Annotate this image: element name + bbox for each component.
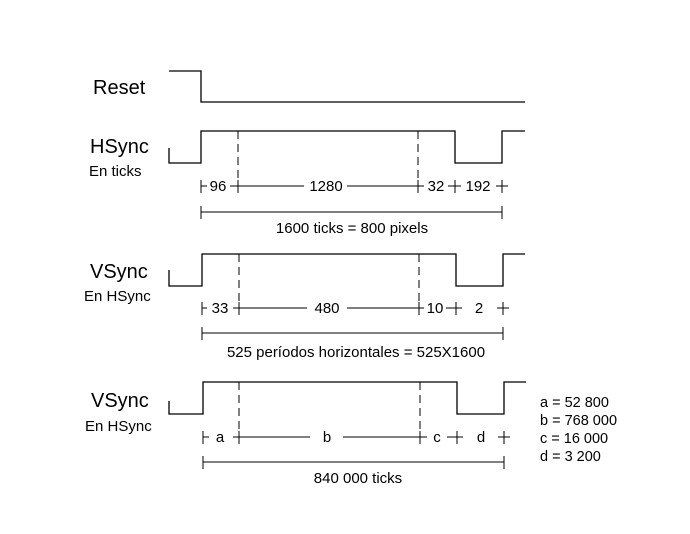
vsync2-seg-c: c <box>433 429 441 446</box>
legend-b: b = 768 000 <box>540 413 617 429</box>
reset-label: Reset <box>93 77 146 99</box>
vsync2-total: 840 000 ticks <box>314 470 402 487</box>
hsync-total: 1600 ticks = 800 pixels <box>276 220 428 237</box>
legend-c: c = 16 000 <box>540 431 608 447</box>
hsync-sublabel: En ticks <box>89 163 142 180</box>
vsync1-seg-2: 480 <box>314 300 339 317</box>
hsync-seg-3: 32 <box>428 178 445 195</box>
reset-waveform <box>169 70 525 103</box>
hsync-seg-1: 96 <box>210 178 227 195</box>
value-legend: a = 52 800 b = 768 000 c = 16 000 d = 3 … <box>540 395 617 465</box>
vsync2-sublabel: En HSync <box>85 418 152 435</box>
hsync-seg-2: 1280 <box>309 178 342 195</box>
vsync1-seg-4: 2 <box>475 300 483 317</box>
hsync-seg-4: 192 <box>465 178 490 195</box>
vsync2-seg-a: a <box>216 429 225 446</box>
vsync1-seg-1: 33 <box>212 300 229 317</box>
vsync2-segment-dims <box>202 431 510 444</box>
hsync-segment-dims <box>200 180 508 193</box>
legend-a: a = 52 800 <box>540 395 609 411</box>
vsync2-waveform <box>168 381 526 415</box>
vsync1-seg-3: 10 <box>427 300 444 317</box>
vsync1-total-dim <box>201 327 504 340</box>
hsync-total-dim <box>200 206 503 219</box>
hsync-waveform <box>168 130 525 164</box>
vsync2-total-dim <box>202 456 505 469</box>
vsync2-seg-d: d <box>477 429 485 446</box>
vsync2-label: VSync <box>91 390 149 412</box>
vsync2-seg-b: b <box>323 429 331 446</box>
legend-d: d = 3 200 <box>540 449 601 465</box>
hsync-label: HSync <box>90 136 149 158</box>
vsync1-total: 525 períodos horizontales = 525X1600 <box>227 344 485 361</box>
vsync1-sublabel: En HSync <box>84 288 151 305</box>
vsync1-segment-dims <box>201 302 509 315</box>
vsync1-label: VSync <box>90 261 148 283</box>
vsync1-waveform <box>168 253 525 287</box>
